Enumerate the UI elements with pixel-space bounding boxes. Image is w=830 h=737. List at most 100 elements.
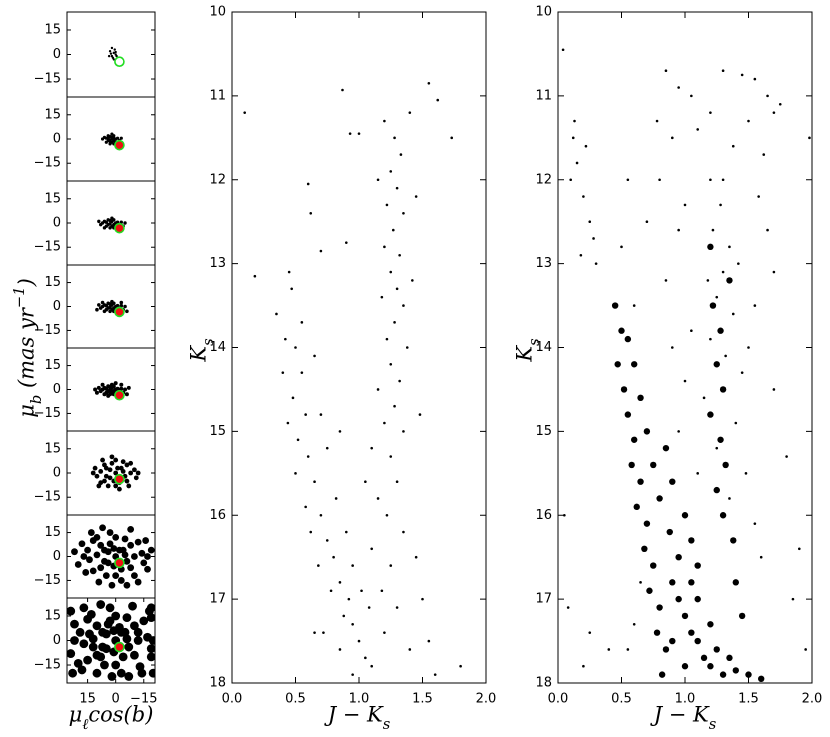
- point: [702, 396, 706, 400]
- y-tick-label: 16: [535, 508, 552, 523]
- point: [376, 178, 380, 182]
- point: [656, 604, 663, 611]
- point: [798, 547, 801, 551]
- point: [364, 480, 367, 484]
- point: [709, 178, 712, 182]
- y-tick-label: 16: [209, 508, 226, 523]
- point: [110, 299, 114, 304]
- point: [433, 673, 437, 676]
- point: [614, 361, 621, 368]
- point: [107, 475, 113, 481]
- point: [582, 664, 585, 668]
- y-tick-label: 15: [44, 525, 61, 540]
- y-tick-label: 17: [209, 592, 226, 607]
- point: [142, 537, 150, 544]
- point: [342, 614, 346, 618]
- point: [107, 467, 113, 473]
- point: [694, 595, 701, 603]
- plot-area: [67, 600, 155, 681]
- point: [395, 480, 399, 484]
- point: [683, 203, 687, 207]
- point: [106, 393, 111, 398]
- point: [360, 589, 363, 593]
- point: [398, 253, 401, 257]
- point: [575, 161, 579, 165]
- y-tick-label: 0: [53, 299, 61, 314]
- x-tick-label: 1.5: [412, 692, 433, 707]
- point: [83, 655, 92, 665]
- plot-area: [100, 132, 125, 151]
- point: [719, 203, 722, 207]
- point: [115, 623, 124, 632]
- point: [658, 671, 666, 678]
- point: [113, 48, 116, 51]
- point: [624, 411, 632, 418]
- point: [146, 652, 155, 662]
- point: [367, 606, 371, 609]
- point: [418, 413, 422, 416]
- point: [133, 636, 143, 645]
- point: [772, 111, 776, 114]
- point: [791, 597, 795, 601]
- point: [127, 564, 135, 572]
- point: [138, 549, 146, 557]
- point: [127, 525, 135, 533]
- point: [731, 312, 735, 316]
- point: [108, 581, 116, 589]
- point: [690, 94, 693, 98]
- point: [113, 470, 119, 476]
- point: [351, 564, 354, 567]
- point: [357, 132, 361, 135]
- point: [656, 495, 663, 502]
- point: [711, 228, 715, 232]
- point: [421, 597, 424, 601]
- point: [389, 455, 393, 458]
- point: [93, 551, 101, 559]
- point: [738, 612, 746, 620]
- mean-marker: [114, 557, 125, 569]
- point: [643, 520, 651, 527]
- point: [84, 546, 91, 554]
- point: [683, 379, 687, 383]
- point: [124, 462, 130, 468]
- point: [286, 421, 290, 425]
- y-tick-label: 10: [535, 5, 552, 20]
- point: [110, 545, 118, 552]
- point: [92, 621, 102, 631]
- point: [123, 581, 131, 589]
- x-tick-label: 0.5: [611, 692, 632, 707]
- point: [98, 627, 107, 637]
- point: [128, 460, 134, 466]
- point: [102, 226, 107, 230]
- y-tick-label: 0: [53, 382, 61, 397]
- point: [357, 639, 361, 643]
- point: [124, 642, 134, 652]
- point: [123, 387, 128, 392]
- point: [588, 220, 592, 223]
- point: [713, 361, 720, 368]
- y-axis-label: μb (mas yr−1): [11, 278, 45, 418]
- point: [427, 81, 431, 85]
- point: [98, 389, 103, 394]
- point: [117, 577, 125, 584]
- point: [101, 546, 108, 554]
- point: [97, 303, 101, 307]
- point: [655, 119, 659, 123]
- point: [131, 572, 138, 580]
- point: [119, 386, 124, 391]
- point: [78, 540, 86, 548]
- x-tick-label: 0.5: [285, 692, 306, 707]
- point: [89, 567, 97, 575]
- point: [744, 472, 748, 475]
- point: [383, 421, 386, 425]
- point: [620, 245, 623, 249]
- point: [618, 327, 625, 334]
- point: [345, 241, 348, 244]
- point: [696, 128, 699, 131]
- point: [140, 559, 148, 567]
- y-tick-label: 14: [535, 340, 552, 355]
- point: [106, 384, 111, 389]
- point: [148, 668, 155, 678]
- point: [393, 321, 396, 324]
- y-tick-label: 15: [44, 608, 61, 623]
